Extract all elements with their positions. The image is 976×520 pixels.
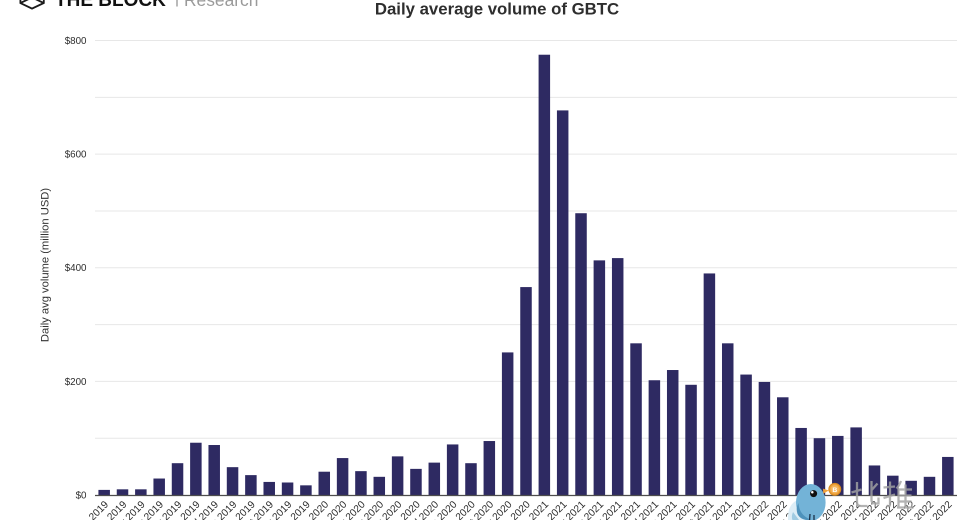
svg-text:$200: $200 [65,377,87,388]
svg-text:$400: $400 [65,263,87,274]
svg-text:$0: $0 [76,490,87,501]
svg-text:B: B [832,487,837,494]
svg-text:Daily average volume of GBTC: Daily average volume of GBTC [375,0,619,19]
svg-text:THE BLOCK: THE BLOCK [55,0,166,11]
svg-text:$600: $600 [65,150,87,161]
svg-text:Research: Research [184,0,258,10]
svg-text:Daily avg volume (million USD): Daily avg volume (million USD) [40,188,52,342]
svg-text:$800: $800 [65,36,87,47]
